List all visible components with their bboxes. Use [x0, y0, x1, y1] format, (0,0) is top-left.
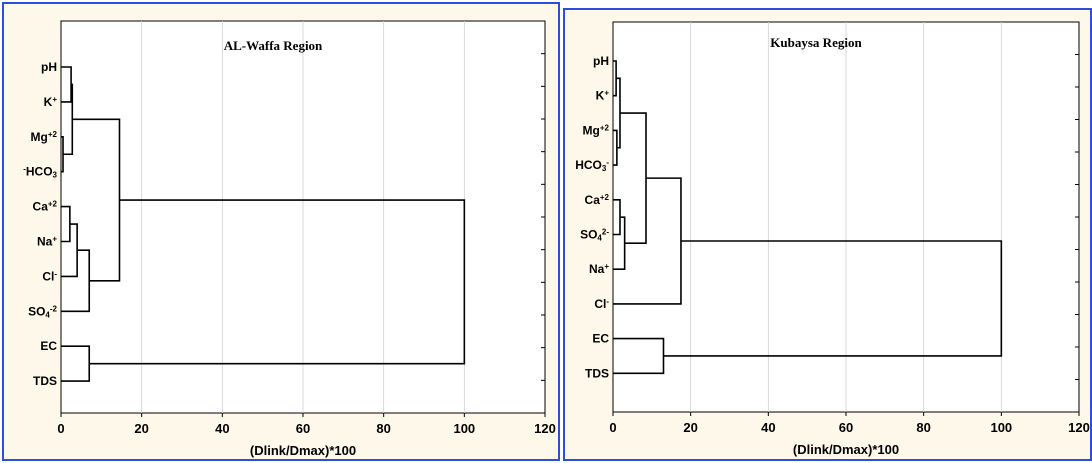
x-tick-label-0: 0	[609, 420, 616, 435]
leaf-label-mg: Mg+2	[583, 123, 610, 137]
leaf-label-k: K+	[44, 95, 58, 109]
x-axis-label: (Dlink/Dmax)*100	[793, 442, 899, 457]
dendrogram-link-6	[619, 112, 647, 244]
dendrogram-al-waffa: 0 20 40 60 80 100 120 AL-Waffa Region (Dlink/Dma…	[23, 20, 556, 458]
leaf-label-mg: Mg+2	[31, 130, 58, 144]
dendrogram-link-9	[89, 199, 466, 365]
x-axis-label: (Dlink/Dmax)*100	[250, 443, 356, 458]
leaf-label-ph: pH	[41, 60, 57, 74]
x-tick-label-80: 80	[376, 421, 390, 436]
leaf-label-hco3: -HCO3	[23, 165, 57, 180]
chart-title: Kubaysa Region	[770, 35, 862, 50]
x-tick-label-120: 120	[1068, 420, 1090, 435]
leaf-label-tds: TDS	[33, 374, 57, 388]
dendrogram-link-8	[613, 337, 665, 375]
leaf-label-cl: Cl-	[594, 297, 609, 311]
dendrogram-link-3	[616, 77, 621, 149]
leaf-label-na: Na+	[37, 235, 57, 249]
x-tick-label-100: 100	[453, 421, 475, 436]
x-tick-label-100: 100	[990, 420, 1012, 435]
leaf-label-k: K+	[596, 89, 610, 103]
chart-title: AL-Waffa Region	[224, 38, 323, 53]
leaf-label-so4: SO4-2	[28, 304, 57, 319]
dendrogram-link-1	[61, 66, 72, 103]
x-tick-label-40: 40	[215, 421, 229, 436]
x-tick-label-80: 80	[916, 420, 930, 435]
leaf-label-ec: EC	[40, 339, 57, 353]
leaf-label-ec: EC	[592, 332, 609, 346]
leaf-label-cl: Cl-	[42, 269, 57, 283]
chart-panel-al-waffa: 0 20 40 60 80 100 120 AL-Waffa Region (Dlink/Dma…	[2, 2, 560, 461]
x-tick-label-20: 20	[134, 421, 148, 436]
dendrogram-link-4	[613, 199, 621, 236]
x-tick-label-60: 60	[839, 420, 853, 435]
dendrogram-link-5	[61, 223, 78, 278]
leaf-label-so4: SO42-	[580, 228, 609, 243]
x-tick-label-120: 120	[534, 421, 556, 436]
dendrogram-link-4	[61, 205, 71, 243]
leaf-label-ca: Ca+2	[585, 193, 610, 207]
dendrogram-link-7	[613, 177, 682, 305]
dendrogram-kubaysa: 0 20 40 60 80 100 120 Kubaysa Region (Dlink/Dmax…	[575, 21, 1090, 457]
dendrogram-link-8	[61, 345, 91, 382]
leaf-label-na: Na+	[589, 262, 609, 276]
dendrogram-link-9	[663, 240, 1003, 357]
x-tick-label-20: 20	[683, 420, 697, 435]
x-tick-label-0: 0	[57, 421, 64, 436]
dendrogram-link-7	[72, 118, 121, 282]
leaf-label-tds: TDS	[585, 366, 609, 380]
leaf-label-ph: pH	[593, 54, 609, 68]
chart-panel-kubaysa: 0 20 40 60 80 100 120 Kubaysa Region (Dlink/Dmax…	[563, 8, 1092, 461]
leaf-label-ca: Ca+2	[33, 200, 58, 214]
dendrogram-link-2	[613, 129, 618, 166]
x-tick-label-60: 60	[296, 421, 310, 436]
dendrogram-link-6	[61, 249, 91, 313]
dendrogram-link-3	[63, 83, 74, 156]
leaf-label-hco3: HCO3-	[575, 158, 609, 173]
x-tick-label-40: 40	[761, 420, 775, 435]
